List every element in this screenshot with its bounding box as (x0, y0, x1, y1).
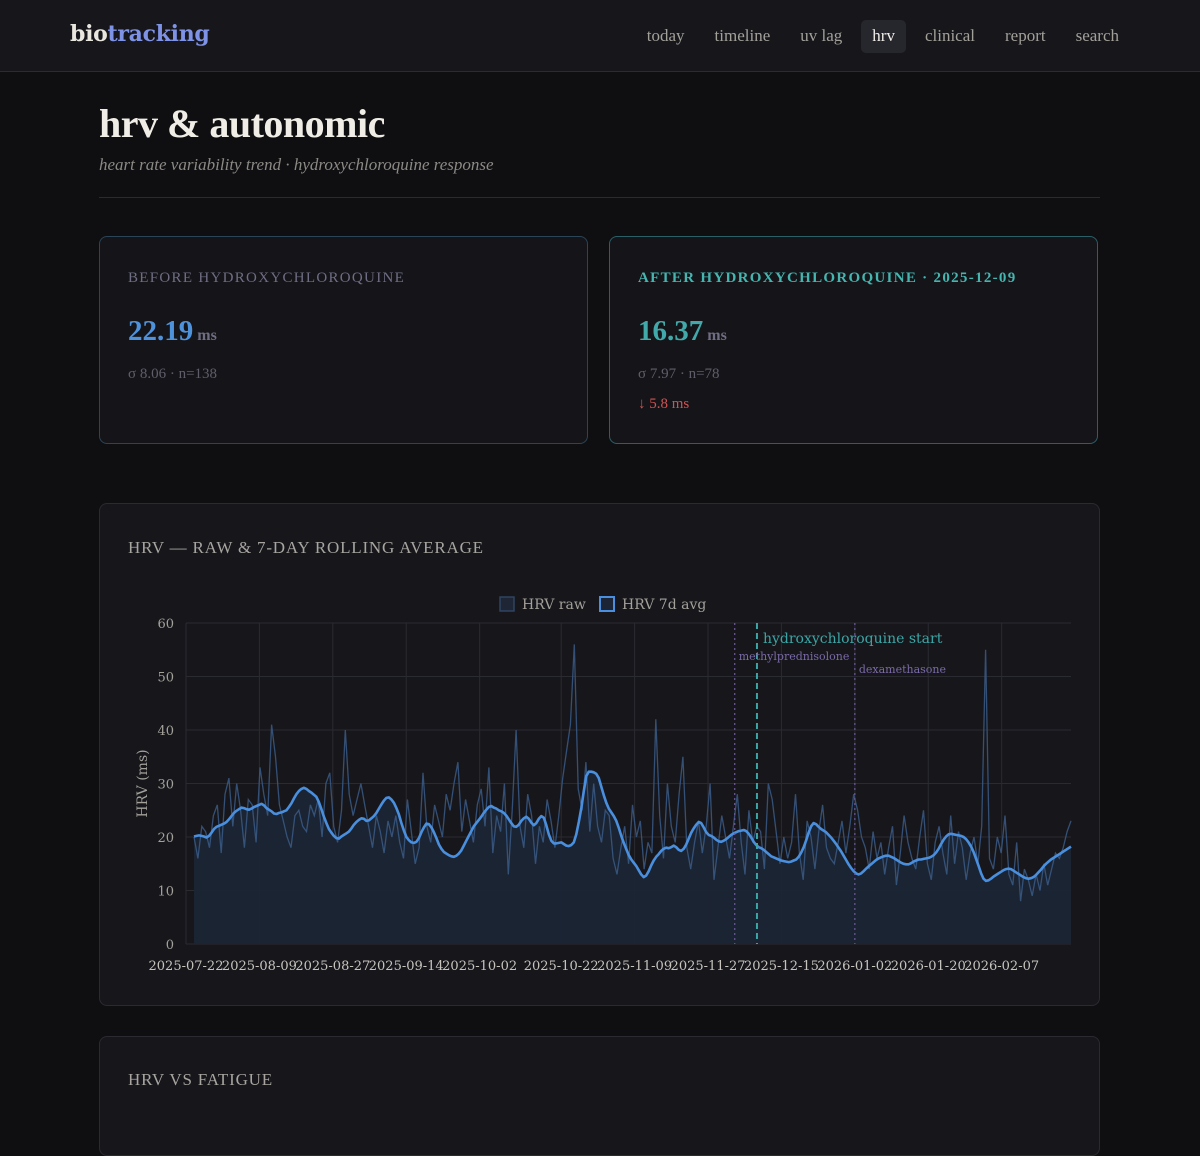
nav-links: today timeline uv lag hrv clinical repor… (636, 20, 1130, 53)
nav-item-clinical[interactable]: clinical (924, 26, 975, 45)
stat-before-value: 22.19 (128, 315, 194, 347)
y-axis-label: HRV (ms) (135, 749, 151, 817)
x-tick-label: 2025-11-09 (597, 959, 672, 974)
legend-raw-label: HRV raw (522, 597, 586, 613)
avg-area-fill (194, 771, 1071, 944)
stat-after-label: AFTER HYDROXYCHLOROQUINE · 2025-12-09 (638, 270, 1017, 286)
nav-item-hrv[interactable]: hrv (861, 20, 906, 53)
hrv-fatigue-card: HRV VS FATIGUE (99, 1036, 1100, 1156)
y-tick-label: 10 (157, 885, 174, 900)
x-tick-label: 2025-11-27 (671, 959, 746, 974)
hrv-fatigue-title: HRV VS FATIGUE (128, 1070, 273, 1089)
legend-raw-swatch (499, 596, 515, 612)
stat-before-meta: σ 8.06 · n=138 (128, 366, 218, 382)
x-tick-label: 2026-02-07 (964, 959, 1039, 974)
brand-part-2: tracking (107, 21, 210, 47)
nav-item-report[interactable]: report (1004, 26, 1046, 45)
y-tick-label: 60 (157, 617, 174, 632)
stat-before-label: BEFORE HYDROXYCHLOROQUINE (128, 270, 406, 286)
top-nav: biotracking today timeline uv lag hrv cl… (0, 0, 1200, 72)
stat-before-value-row: 22.19 ms (128, 315, 217, 348)
hrv-chart-title: HRV — RAW & 7-DAY ROLLING AVERAGE (128, 538, 484, 557)
x-tick-label: 2026-01-02 (817, 959, 892, 974)
legend-avg-label: HRV 7d avg (622, 597, 706, 613)
x-tick-label: 2025-10-22 (524, 959, 599, 974)
stat-after-value: 16.37 (638, 315, 704, 347)
series-hrv-avg-line (193, 770, 1072, 883)
nav-item-search[interactable]: search (1075, 26, 1119, 45)
nav-item-today[interactable]: today (646, 26, 685, 45)
hrv-chart[interactable]: HRV raw HRV 7d avg 0 10 20 30 40 50 60 2025-07-22… (100, 504, 1099, 1005)
stat-after-change: ↓ 5.8 ms (638, 396, 690, 412)
brand-logo[interactable]: biotracking (70, 21, 210, 47)
brand-part-1: bio (70, 21, 108, 47)
nav-item-timeline[interactable]: timeline (714, 26, 771, 45)
stat-after-unit: ms (707, 327, 727, 344)
y-tick-label: 20 (157, 831, 174, 846)
x-tick-label: 2025-12-15 (744, 959, 819, 974)
methylprednisolone-label: methylprednisolone (739, 650, 850, 663)
stat-before-unit: ms (197, 327, 217, 344)
page-title: hrv & autonomic (99, 101, 385, 146)
x-tick-label: 2025-08-27 (295, 959, 370, 974)
x-tick-label: 2025-07-22 (149, 959, 224, 974)
header-divider (99, 197, 1100, 198)
y-tick-label: 50 (157, 671, 174, 686)
y-tick-label: 40 (157, 724, 174, 739)
stat-card-before: BEFORE HYDROXYCHLOROQUINE 22.19 ms σ 8.06… (99, 236, 588, 444)
stat-after-meta: σ 7.97 · n=78 (638, 366, 720, 382)
y-tick-label: 0 (166, 938, 174, 953)
legend-avg-swatch (599, 596, 615, 612)
x-tick-label: 2025-08-09 (222, 959, 297, 974)
hrv-chart-card: HRV — RAW & 7-DAY ROLLING AVERAGE HRV ra… (99, 503, 1100, 1006)
nav-item-uv-lag[interactable]: uv lag (800, 26, 843, 45)
hydroxychloroquine-label: hydroxychloroquine start (763, 631, 943, 647)
x-tick-label: 2025-09-14 (369, 959, 444, 974)
stat-card-after: AFTER HYDROXYCHLOROQUINE · 2025-12-09 16… (609, 236, 1098, 444)
dexamethasone-label: dexamethasone (859, 663, 946, 676)
stat-after-value-row: 16.37 ms (638, 315, 727, 348)
x-tick-label: 2026-01-20 (891, 959, 966, 974)
series-hrv-raw-line (193, 644, 1072, 902)
y-tick-label: 30 (157, 778, 174, 793)
page-subtitle: heart rate variability trend · hydroxych… (99, 155, 494, 174)
x-tick-label: 2025-10-02 (442, 959, 517, 974)
